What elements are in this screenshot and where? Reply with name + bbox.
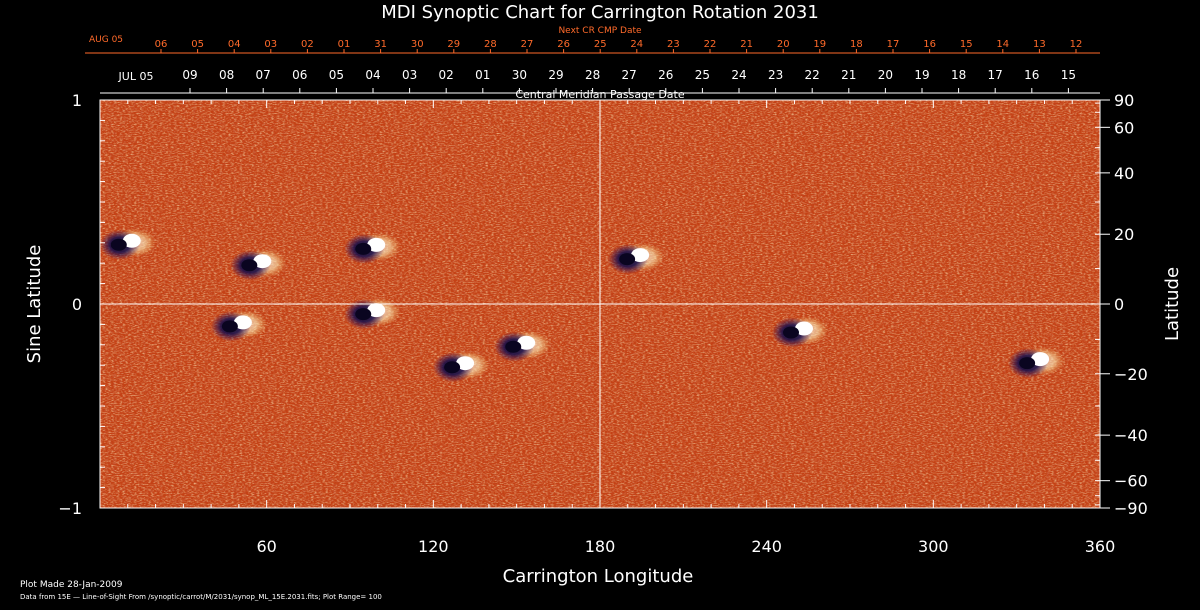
next-cr-date: 26 <box>557 39 570 50</box>
x-tick-label: 60 <box>256 537 276 556</box>
cmp-date: 26 <box>658 68 673 82</box>
active-region <box>494 330 551 362</box>
lat-tick-label: 40 <box>1114 164 1134 183</box>
cmp-date: 29 <box>548 68 563 82</box>
cmp-label: Central Meridian Passage Date <box>515 88 684 101</box>
cmp-date: 06 <box>292 68 307 82</box>
next-cr-date: 14 <box>996 39 1009 50</box>
lat-tick-label: 0 <box>1114 295 1124 314</box>
next-cr-date: 04 <box>228 39 241 50</box>
next-cr-date: 20 <box>777 39 790 50</box>
next-cr-date: 13 <box>1033 39 1046 50</box>
y-tick-label: −1 <box>58 499 82 518</box>
x-axis: 60 120 180 240 300 360 <box>99 100 1116 556</box>
active-region <box>210 310 267 342</box>
next-cr-date: 19 <box>813 39 826 50</box>
cmp-date: 22 <box>805 68 820 82</box>
next-cr-date: 28 <box>484 39 497 50</box>
active-region <box>344 232 401 264</box>
cmp-date: 02 <box>439 68 454 82</box>
next-cr-date: 31 <box>374 39 387 50</box>
y-tick-label: 0 <box>72 295 82 314</box>
cmp-date: 24 <box>731 68 746 82</box>
next-cr-date: 02 <box>301 39 314 50</box>
lat-tick-label: −40 <box>1114 426 1148 445</box>
next-cr-date: 22 <box>704 39 717 50</box>
cmp-date: 23 <box>768 68 783 82</box>
cmp-axis: JUL 05 09 08 07 06 05 04 03 02 01 30 29 28 27 26 25 24 2… <box>100 68 1100 101</box>
next-cr-date: 15 <box>960 39 973 50</box>
next-cr-date: 30 <box>411 39 424 50</box>
cmp-date: 15 <box>1061 68 1076 82</box>
lat-tick-label: −90 <box>1114 499 1148 518</box>
cmp-date: 19 <box>914 68 929 82</box>
data-source-text: Data from 15E — Line-of-Sight From /syno… <box>20 593 382 601</box>
active-region <box>100 228 156 260</box>
next-cr-month: AUG 05 <box>89 35 123 45</box>
next-cr-date: 27 <box>521 39 534 50</box>
next-cr-date: 17 <box>887 39 900 50</box>
next-cr-date: 24 <box>630 39 643 50</box>
cmp-date: 17 <box>988 68 1003 82</box>
cmp-date: 18 <box>951 68 966 82</box>
next-cr-date: 23 <box>667 39 680 50</box>
y-axis-label-left: Sine Latitude <box>24 245 45 364</box>
cmp-date: 04 <box>365 68 380 82</box>
next-cr-date: 21 <box>740 39 753 50</box>
lat-tick-label: 60 <box>1114 118 1134 137</box>
y-axis-left: 1 0 −1 <box>58 91 110 518</box>
y-axis-right: 90 60 40 20 0 −20 −40 −60 −90 <box>1095 91 1148 518</box>
x-tick-label: 240 <box>751 537 782 556</box>
active-region <box>1008 347 1065 379</box>
next-cr-date: 29 <box>447 39 460 50</box>
cmp-date: 08 <box>219 68 234 82</box>
next-cr-date: 01 <box>338 39 351 50</box>
next-cr-date: 03 <box>264 39 277 50</box>
active-region <box>230 249 287 281</box>
next-cr-date: 25 <box>594 39 607 50</box>
y-tick-label: 1 <box>72 91 82 110</box>
lat-tick-label: 90 <box>1114 91 1134 110</box>
active-region <box>344 298 401 330</box>
x-axis-label: Carrington Longitude <box>503 566 694 587</box>
active-region <box>433 351 490 383</box>
cmp-date: 21 <box>841 68 856 82</box>
cmp-date: 05 <box>329 68 344 82</box>
y-axis-label-right: Latitude <box>1162 267 1183 341</box>
cmp-date: 03 <box>402 68 417 82</box>
cmp-date: 01 <box>475 68 490 82</box>
active-region <box>608 243 665 275</box>
next-cr-date: 12 <box>1070 39 1083 50</box>
next-cr-axis: Next CR CMP Date AUG 05 06 05 04 03 02 01 31 30… <box>85 26 1100 54</box>
next-cr-date: 06 <box>155 39 168 50</box>
cmp-date: 20 <box>878 68 893 82</box>
next-cr-date: 05 <box>191 39 204 50</box>
cmp-date: 09 <box>182 68 197 82</box>
next-cr-label: Next CR CMP Date <box>558 26 642 36</box>
lat-tick-label: −60 <box>1114 472 1148 491</box>
lat-tick-label: −20 <box>1114 365 1148 384</box>
x-tick-label: 360 <box>1085 537 1116 556</box>
next-cr-date: 18 <box>850 39 863 50</box>
cmp-date: 07 <box>256 68 271 82</box>
plot-made-text: Plot Made 28-Jan-2009 <box>20 580 123 590</box>
cmp-month: JUL 05 <box>118 70 154 83</box>
cmp-date: 25 <box>695 68 710 82</box>
x-tick-label: 180 <box>585 537 616 556</box>
lat-tick-label: 20 <box>1114 225 1134 244</box>
cmp-date: 28 <box>585 68 600 82</box>
cmp-date: 27 <box>622 68 637 82</box>
cmp-date: 16 <box>1024 68 1039 82</box>
cmp-date: 30 <box>512 68 527 82</box>
chart-title: MDI Synoptic Chart for Carrington Rotati… <box>381 2 819 23</box>
next-cr-date: 16 <box>923 39 936 50</box>
x-tick-label: 120 <box>418 537 449 556</box>
x-tick-label: 300 <box>918 537 949 556</box>
active-region <box>772 316 828 348</box>
